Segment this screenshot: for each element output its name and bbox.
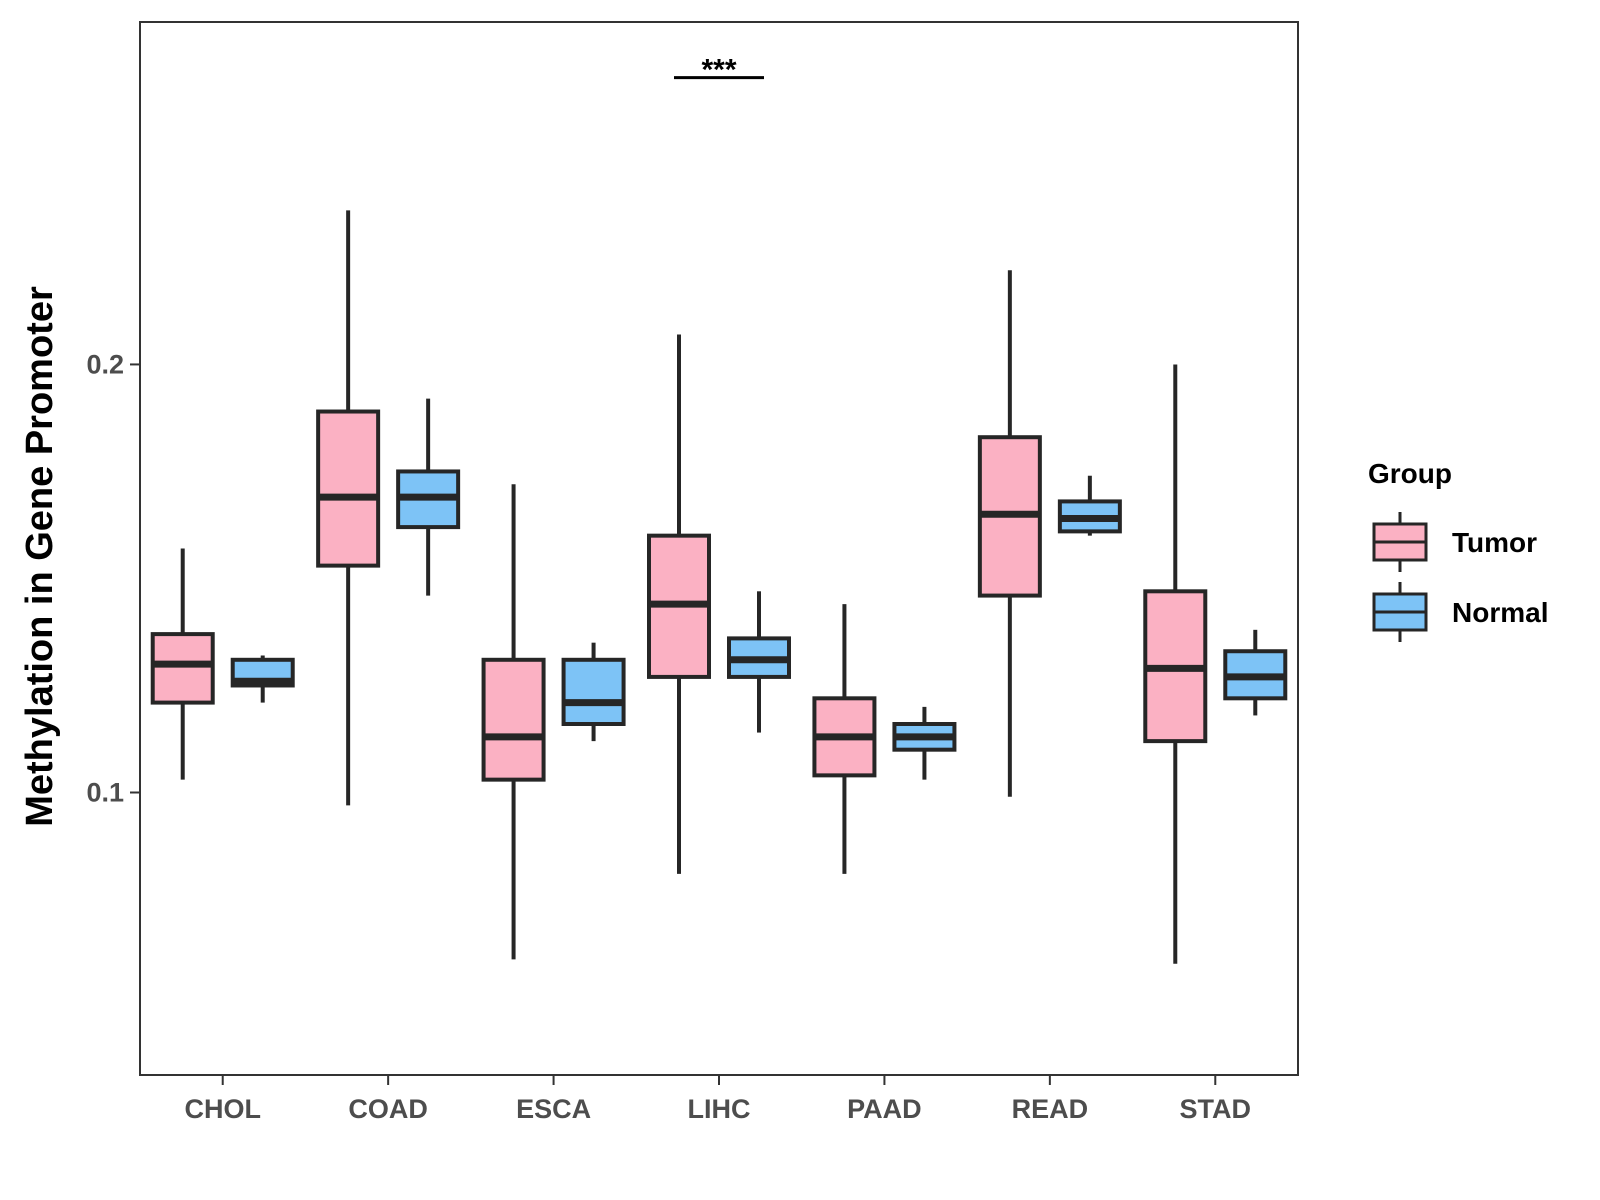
box-tumor-coad — [316, 210, 381, 806]
box-normal-read — [1057, 475, 1122, 536]
box-tumor-stad — [1143, 364, 1208, 964]
axis-ticks-layer: 0.1 0.2 CHOL COAD ESCA LIHC PAAD READ STAD — [86, 349, 1251, 1124]
box-iqr — [316, 409, 381, 568]
legend-key-normal: Normal — [1372, 582, 1548, 642]
x-tick-label-esca: ESCA — [516, 1094, 591, 1124]
legend-label-normal: Normal — [1452, 597, 1548, 628]
box-tumor-paad — [812, 604, 877, 874]
x-tick-label-stad: STAD — [1180, 1094, 1252, 1124]
box-normal-coad — [396, 398, 461, 596]
box-iqr — [150, 632, 215, 705]
x-tick-label-chol: CHOL — [184, 1094, 261, 1124]
box-tumor-esca — [481, 484, 546, 960]
annotations-layer: *** — [674, 54, 764, 87]
box-normal-paad — [892, 706, 957, 780]
x-tick-label-paad: PAAD — [847, 1094, 922, 1124]
legend-label-tumor: Tumor — [1452, 527, 1537, 558]
legend-title: Group — [1368, 458, 1452, 489]
x-tick-label-lihc: LIHC — [688, 1094, 751, 1124]
legend-key-tumor: Tumor — [1372, 512, 1537, 572]
x-tick-label-read: READ — [1012, 1094, 1089, 1124]
box-iqr — [481, 657, 546, 782]
box-normal-lihc — [727, 591, 791, 733]
significance-label: *** — [701, 54, 736, 87]
legend: Group Tumor Normal — [1368, 458, 1548, 642]
y-tick-label: 0.1 — [86, 777, 124, 807]
box-normal-stad — [1223, 629, 1288, 716]
box-tumor-chol — [150, 548, 215, 780]
box-normal-chol — [230, 655, 295, 703]
box-tumor-lihc — [647, 334, 711, 874]
box-iqr — [561, 657, 626, 726]
box-tumor-read — [977, 270, 1042, 797]
x-tick-label-coad: COAD — [348, 1094, 428, 1124]
box-normal-esca — [561, 642, 626, 742]
boxes-layer — [150, 210, 1288, 964]
y-tick-label: 0.2 — [86, 349, 124, 379]
y-axis-title: Methylation in Gene Promoter — [19, 286, 61, 827]
